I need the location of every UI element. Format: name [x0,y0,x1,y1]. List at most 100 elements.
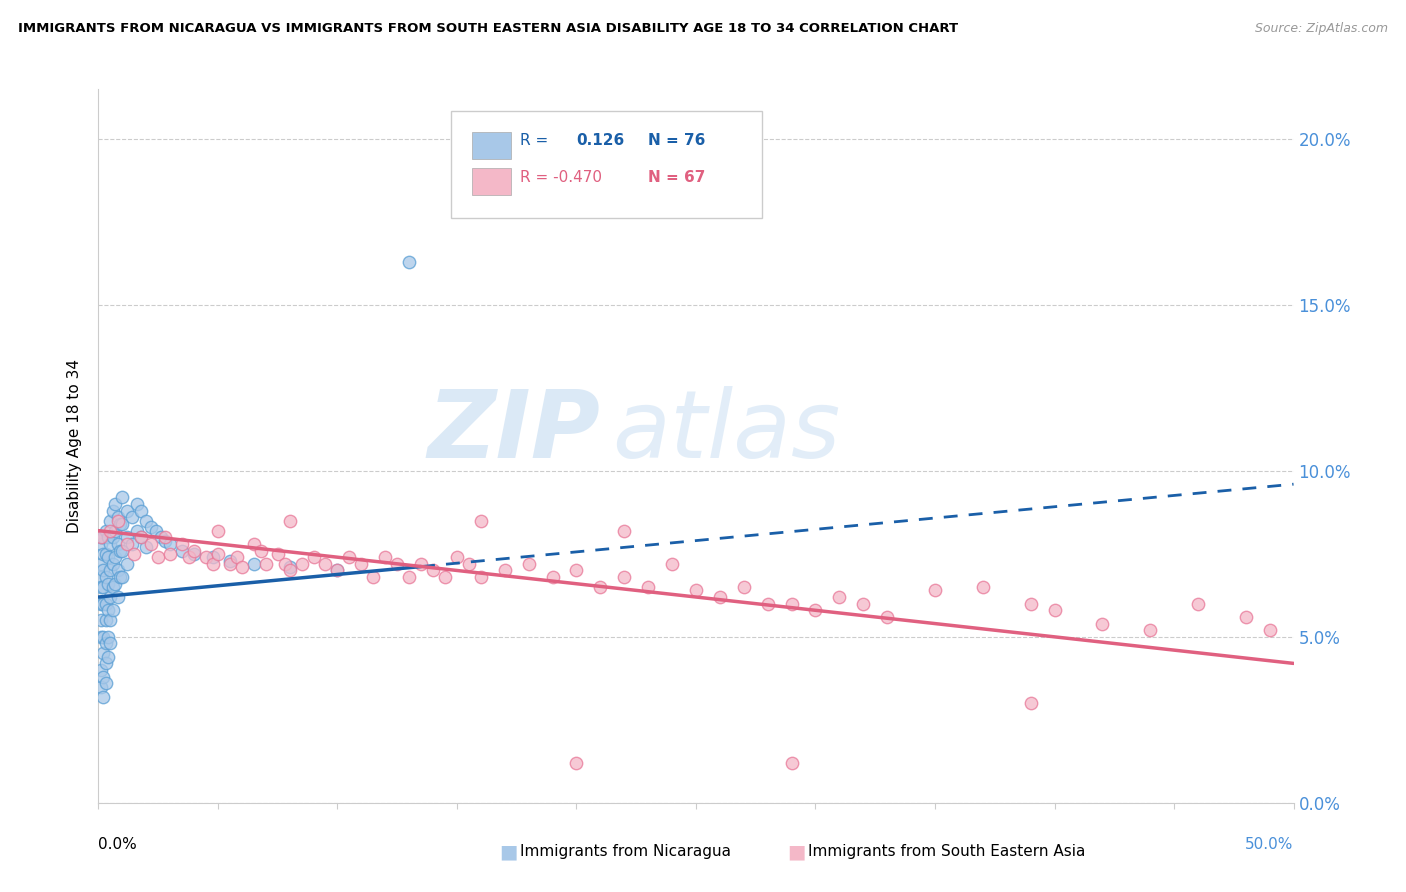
Point [291,557,314,571]
Point [91,670,114,684]
Point [91,564,114,578]
Point [183,543,205,558]
Point [1234,610,1257,624]
Point [101,504,124,518]
Point [94,657,117,671]
Point [94,636,117,650]
Point [111,543,134,558]
Point [111,516,134,531]
Point [202,557,225,571]
Point [115,504,138,518]
Point [398,570,420,584]
Point [101,530,124,544]
Point [107,590,129,604]
Point [661,557,683,571]
Point [613,570,636,584]
Point [145,524,167,538]
Point [339,550,360,565]
Point [90,530,112,544]
Point [1091,616,1114,631]
Point [135,514,157,528]
Point [98,524,122,538]
Point [90,630,112,644]
Point [398,254,420,268]
Point [91,690,114,704]
Bar [472,168,510,194]
Point [104,550,127,565]
Point [159,537,181,551]
Point [207,547,229,561]
Point [91,530,114,544]
Point [101,557,124,571]
Point [124,547,146,561]
FancyBboxPatch shape [451,111,762,218]
Point [131,530,153,544]
Point [733,580,755,594]
Point [101,603,124,617]
Point [108,516,131,531]
Point [446,550,468,565]
Point [924,583,946,598]
Point [121,510,143,524]
Point [104,576,127,591]
Point [780,597,803,611]
Text: N = 67: N = 67 [648,170,706,186]
Point [1187,597,1209,611]
Point [613,524,636,538]
Point [98,636,122,650]
Point [115,557,138,571]
Point [135,540,157,554]
Text: 0.0%: 0.0% [98,837,138,852]
Point [90,530,112,544]
Point [1043,603,1066,617]
Point [589,580,612,594]
Point [422,564,444,578]
Point [139,537,162,551]
Text: 50.0%: 50.0% [1246,837,1294,852]
Point [685,583,707,598]
Point [159,547,181,561]
Point [172,543,194,558]
Point [108,543,131,558]
Point [1019,696,1042,710]
Point [90,613,112,627]
Point [243,537,266,551]
Point [226,550,249,565]
Point [852,597,875,611]
Point [278,560,301,574]
Point [517,557,540,571]
Point [107,510,129,524]
Point [97,630,120,644]
Point [494,564,516,578]
Point [243,557,266,571]
Point [470,514,492,528]
Point [315,557,337,571]
Point [94,547,117,561]
Text: Immigrants from South Eastern Asia: Immigrants from South Eastern Asia [808,845,1085,859]
Point [183,547,205,561]
Point [90,580,112,594]
Point [385,557,409,571]
Text: Source: ZipAtlas.com: Source: ZipAtlas.com [1254,22,1388,36]
Point [326,564,349,578]
Point [149,530,172,544]
Point [756,597,779,611]
Point [101,580,124,594]
Point [108,570,131,584]
Point [194,550,218,565]
Point [97,530,120,544]
Text: ■: ■ [787,842,806,862]
Point [131,530,153,544]
Point [125,497,148,511]
Point [709,590,731,604]
Point [780,756,803,770]
Point [139,520,162,534]
Point [98,613,122,627]
Point [125,524,148,538]
Point [278,564,301,578]
Point [179,550,201,565]
Point [302,550,325,565]
Text: Immigrants from Nicaragua: Immigrants from Nicaragua [520,845,731,859]
Point [350,557,373,571]
Point [90,680,112,694]
